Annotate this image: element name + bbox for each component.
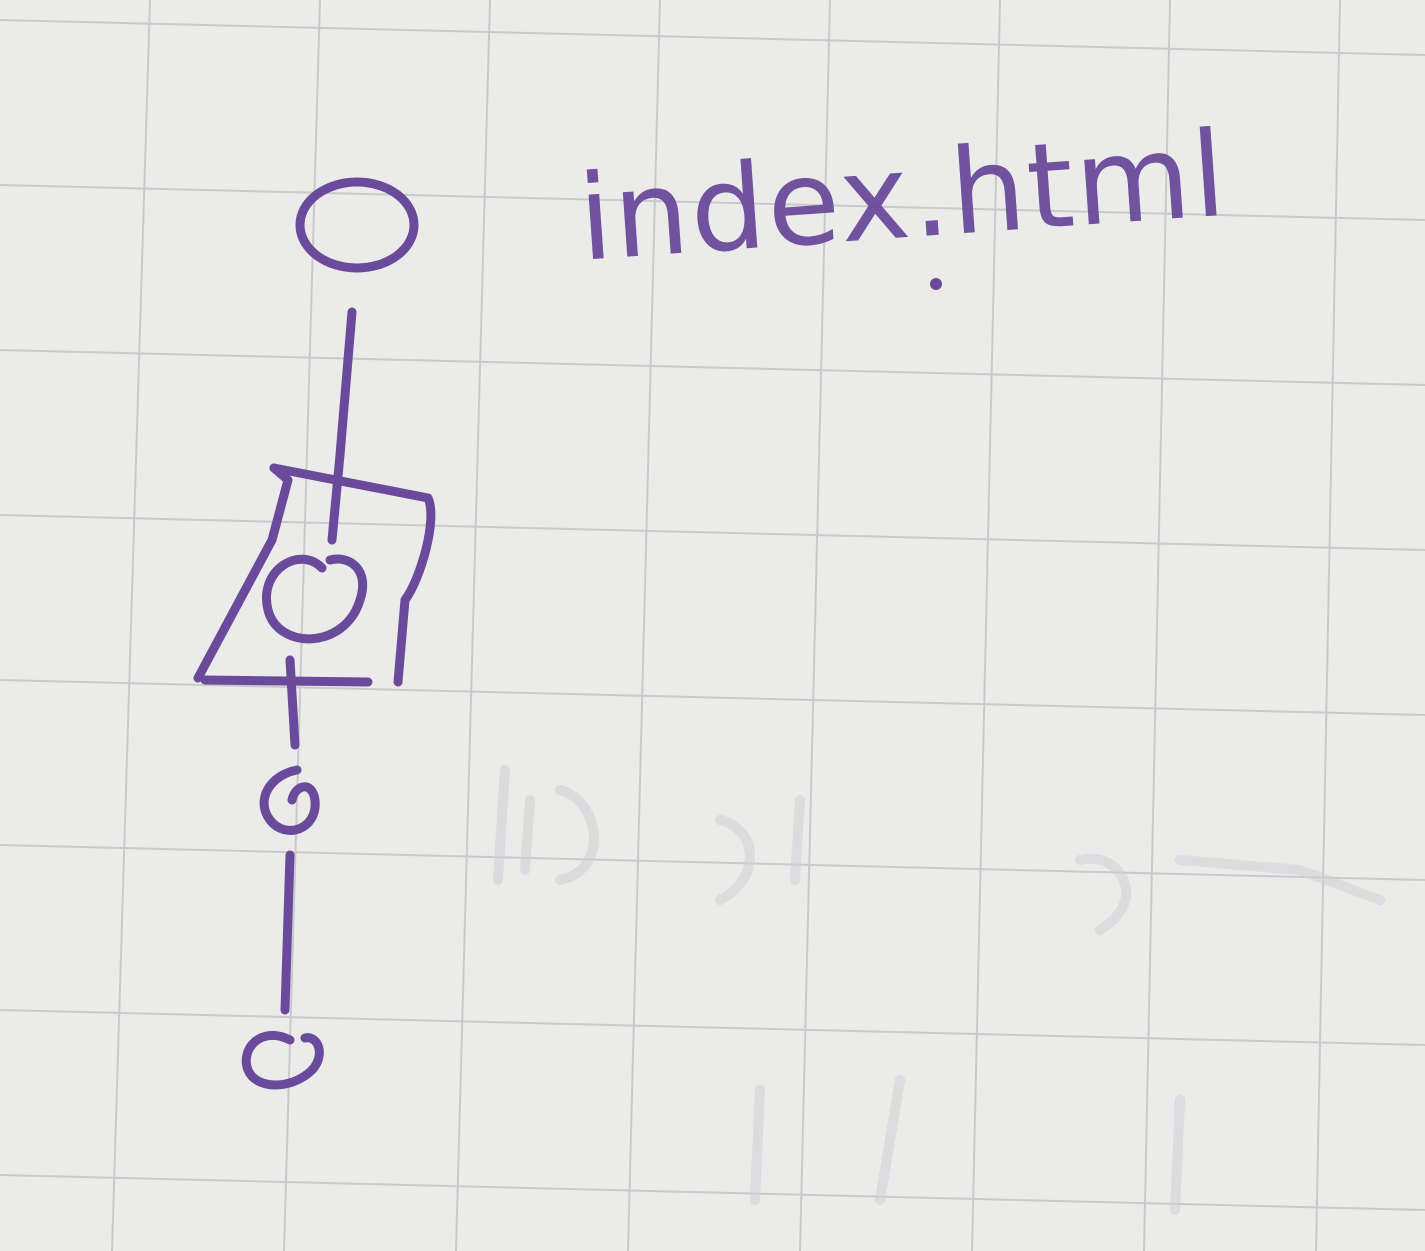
lower-connector-line [285,655,300,750]
bottom-node-circle [241,1030,324,1090]
ink-dot [930,278,942,290]
funnel-bottom-edge [200,675,373,687]
top-connector-line [327,307,357,545]
small-node-circle [259,765,320,835]
funnel-left-side [193,463,293,683]
top-node-circle [295,177,419,273]
funnel-right-side [269,463,436,687]
middle-node-circle [262,554,368,644]
bleed-through-marks [493,765,1385,1215]
bottom-connector-line [280,850,295,1015]
flow-diagram [193,177,436,1090]
